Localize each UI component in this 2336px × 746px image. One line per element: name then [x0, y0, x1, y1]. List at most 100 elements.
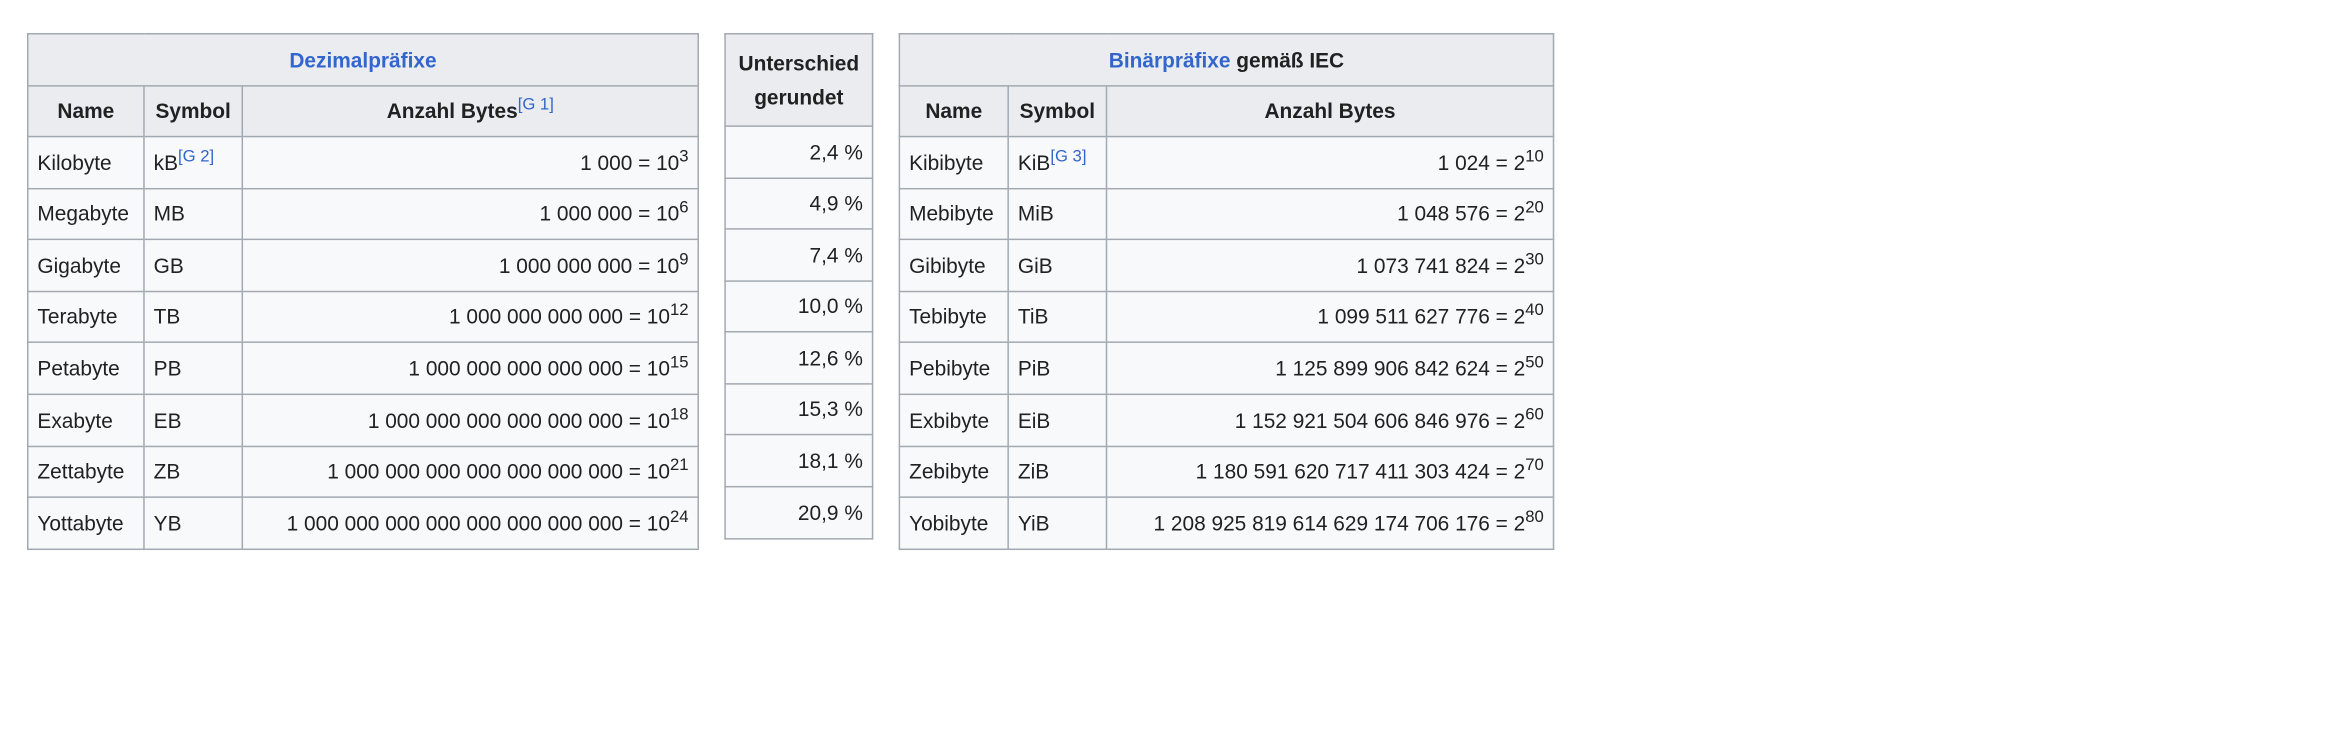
- binary-header-bytes: Anzahl Bytes: [1105, 84, 1555, 138]
- byte-count-value: 1 000 000 000 000 = 10: [449, 304, 671, 329]
- difference-header-line1: Unterschied: [738, 51, 860, 75]
- difference-percent: 2,4 %: [724, 125, 874, 179]
- binary-byte-count: 1 073 741 824 = 230: [1105, 239, 1555, 293]
- symbol-text: MB: [153, 201, 185, 226]
- symbol-text: YiB: [1017, 510, 1050, 535]
- difference-percent: 20,9 %: [724, 486, 874, 540]
- decimal-row: Gigabyte GB 1 000 000 000 = 109: [27, 239, 699, 293]
- decimal-byte-count: 1 000 000 000 000 000 000 000 = 1021: [241, 445, 699, 499]
- exponent: 20: [1525, 199, 1544, 218]
- exponent: 21: [670, 456, 689, 475]
- symbol-text: MiB: [1017, 201, 1054, 226]
- binary-unit-name: Exbibyte: [898, 393, 1009, 447]
- binary-byte-count: 1 208 925 819 614 629 174 706 176 = 280: [1105, 496, 1555, 550]
- symbol-text: PiB: [1017, 356, 1051, 381]
- byte-count-value: 1 125 899 906 842 624 = 2: [1275, 356, 1526, 381]
- decimal-prefix-table: Dezimalpräfixe Name Symbol Anzahl Bytes[…: [27, 33, 699, 550]
- decimal-table-body: Kilobyte kB[G 2] 1 000 = 103 Megabyte MB 1 00…: [27, 136, 699, 550]
- difference-row: 4,9 %: [724, 176, 874, 230]
- prefix-tables: Dezimalpräfixe Name Symbol Anzahl Bytes[…: [27, 32, 1555, 550]
- binary-byte-count: 1 099 511 627 776 = 240: [1105, 290, 1555, 344]
- exponent: 60: [1525, 405, 1544, 424]
- binary-unit-name: Gibibyte: [898, 239, 1009, 293]
- decimal-unit-name: Exabyte: [27, 393, 145, 447]
- exponent: 18: [670, 405, 689, 424]
- footnote-ref[interactable]: [G 3]: [1050, 147, 1087, 166]
- decimal-row: Yottabyte YB 1 000 000 000 000 000 000 000…: [27, 496, 699, 550]
- decimal-unit-symbol: TB: [143, 290, 244, 344]
- symbol-text: GiB: [1017, 253, 1053, 278]
- binary-unit-symbol: PiB: [1007, 342, 1108, 396]
- binary-prefixes-link[interactable]: Binärpräfixe: [1108, 47, 1231, 72]
- binary-byte-count: 1 152 921 504 606 846 976 = 260: [1105, 393, 1555, 447]
- binary-byte-count: 1 024 = 210: [1105, 136, 1555, 190]
- binary-title-suffix: gemäß IEC: [1230, 47, 1345, 72]
- difference-row: 18,1 %: [724, 434, 874, 488]
- decimal-header-bytes-label: Anzahl Bytes: [386, 98, 518, 123]
- difference-percent: 4,9 %: [724, 176, 874, 230]
- difference-percent: 18,1 %: [724, 434, 874, 488]
- binary-unit-symbol: TiB: [1007, 290, 1108, 344]
- byte-count-value: 1 048 576 = 2: [1397, 201, 1526, 226]
- byte-count-value: 1 073 741 824 = 2: [1356, 253, 1526, 278]
- decimal-byte-count: 1 000 000 000 000 000 = 1015: [241, 342, 699, 396]
- decimal-header-symbol: Symbol: [143, 84, 244, 138]
- binary-header-name: Name: [898, 84, 1009, 138]
- byte-count-value: 1 208 925 819 614 629 174 706 176 = 2: [1153, 510, 1526, 535]
- difference-row: 12,6 %: [724, 331, 874, 385]
- footnote-ref[interactable]: [G 2]: [178, 147, 215, 166]
- binary-unit-name: Mebibyte: [898, 187, 1009, 241]
- exponent: 30: [1525, 250, 1544, 269]
- decimal-unit-name: Kilobyte: [27, 136, 145, 190]
- binary-unit-name: Yobibyte: [898, 496, 1009, 550]
- exponent: 40: [1525, 302, 1544, 321]
- decimal-unit-name: Petabyte: [27, 342, 145, 396]
- exponent: 9: [679, 250, 689, 269]
- symbol-text: TB: [153, 304, 181, 329]
- exponent: 70: [1525, 456, 1544, 475]
- binary-row: Pebibyte PiB 1 125 899 906 842 624 = 250: [898, 342, 1555, 396]
- difference-header-line2: gerundet: [754, 84, 844, 109]
- decimal-byte-count: 1 000 000 000 000 000 000 000 000 = 1024: [241, 496, 699, 550]
- decimal-unit-name: Gigabyte: [27, 239, 145, 293]
- binary-prefix-table: Binärpräfixe gemäß IEC Name Symbol Anzah…: [898, 33, 1555, 550]
- decimal-header-name: Name: [27, 84, 145, 138]
- binary-row: Tebibyte TiB 1 099 511 627 776 = 240: [898, 290, 1555, 344]
- symbol-text: KiB: [1017, 150, 1051, 175]
- decimal-row: Zettabyte ZB 1 000 000 000 000 000 000 000…: [27, 445, 699, 499]
- symbol-text: EB: [153, 407, 182, 432]
- binary-byte-count: 1 180 591 620 717 411 303 424 = 270: [1105, 445, 1555, 499]
- byte-count-value: 1 000 000 000 000 000 000 = 10: [367, 407, 671, 432]
- decimal-unit-symbol: MB: [143, 187, 244, 241]
- binary-row: Kibibyte KiB[G 3] 1 024 = 210: [898, 136, 1555, 190]
- exponent: 15: [670, 353, 689, 372]
- binary-unit-symbol: MiB: [1007, 187, 1108, 241]
- exponent: 24: [670, 508, 689, 527]
- decimal-unit-symbol: EB: [143, 393, 244, 447]
- exponent: 12: [670, 302, 689, 321]
- decimal-unit-symbol: YB: [143, 496, 244, 550]
- binary-unit-name: Pebibyte: [898, 342, 1009, 396]
- decimal-unit-name: Megabyte: [27, 187, 145, 241]
- binary-row: Mebibyte MiB 1 048 576 = 220: [898, 187, 1555, 241]
- difference-percent: 10,0 %: [724, 279, 874, 333]
- symbol-text: PB: [153, 356, 182, 381]
- byte-count-value: 1 099 511 627 776 = 2: [1317, 304, 1526, 329]
- footnote-ref-g1[interactable]: [G 1]: [517, 96, 554, 115]
- decimal-table-title: Dezimalpräfixe: [27, 33, 699, 87]
- binary-row: Exbibyte EiB 1 152 921 504 606 846 976 = 2…: [898, 393, 1555, 447]
- binary-unit-symbol: GiB: [1007, 239, 1108, 293]
- byte-count-value: 1 000 = 10: [580, 150, 680, 175]
- binary-unit-symbol: YiB: [1007, 496, 1108, 550]
- binary-row: Yobibyte YiB 1 208 925 819 614 629 174 706…: [898, 496, 1555, 550]
- difference-percent: 7,4 %: [724, 228, 874, 282]
- decimal-prefixes-link[interactable]: Dezimalpräfixe: [289, 47, 437, 72]
- byte-count-value: 1 000 000 000 000 000 000 000 = 10: [327, 459, 671, 484]
- binary-table-title: Binärpräfixe gemäß IEC: [898, 33, 1555, 87]
- decimal-header-bytes: Anzahl Bytes[G 1]: [241, 84, 699, 138]
- decimal-row: Kilobyte kB[G 2] 1 000 = 103: [27, 136, 699, 190]
- symbol-text: TiB: [1017, 304, 1049, 329]
- byte-count-value: 1 180 591 620 717 411 303 424 = 2: [1195, 459, 1526, 484]
- binary-header-symbol: Symbol: [1007, 84, 1108, 138]
- difference-percent: 15,3 %: [724, 382, 874, 436]
